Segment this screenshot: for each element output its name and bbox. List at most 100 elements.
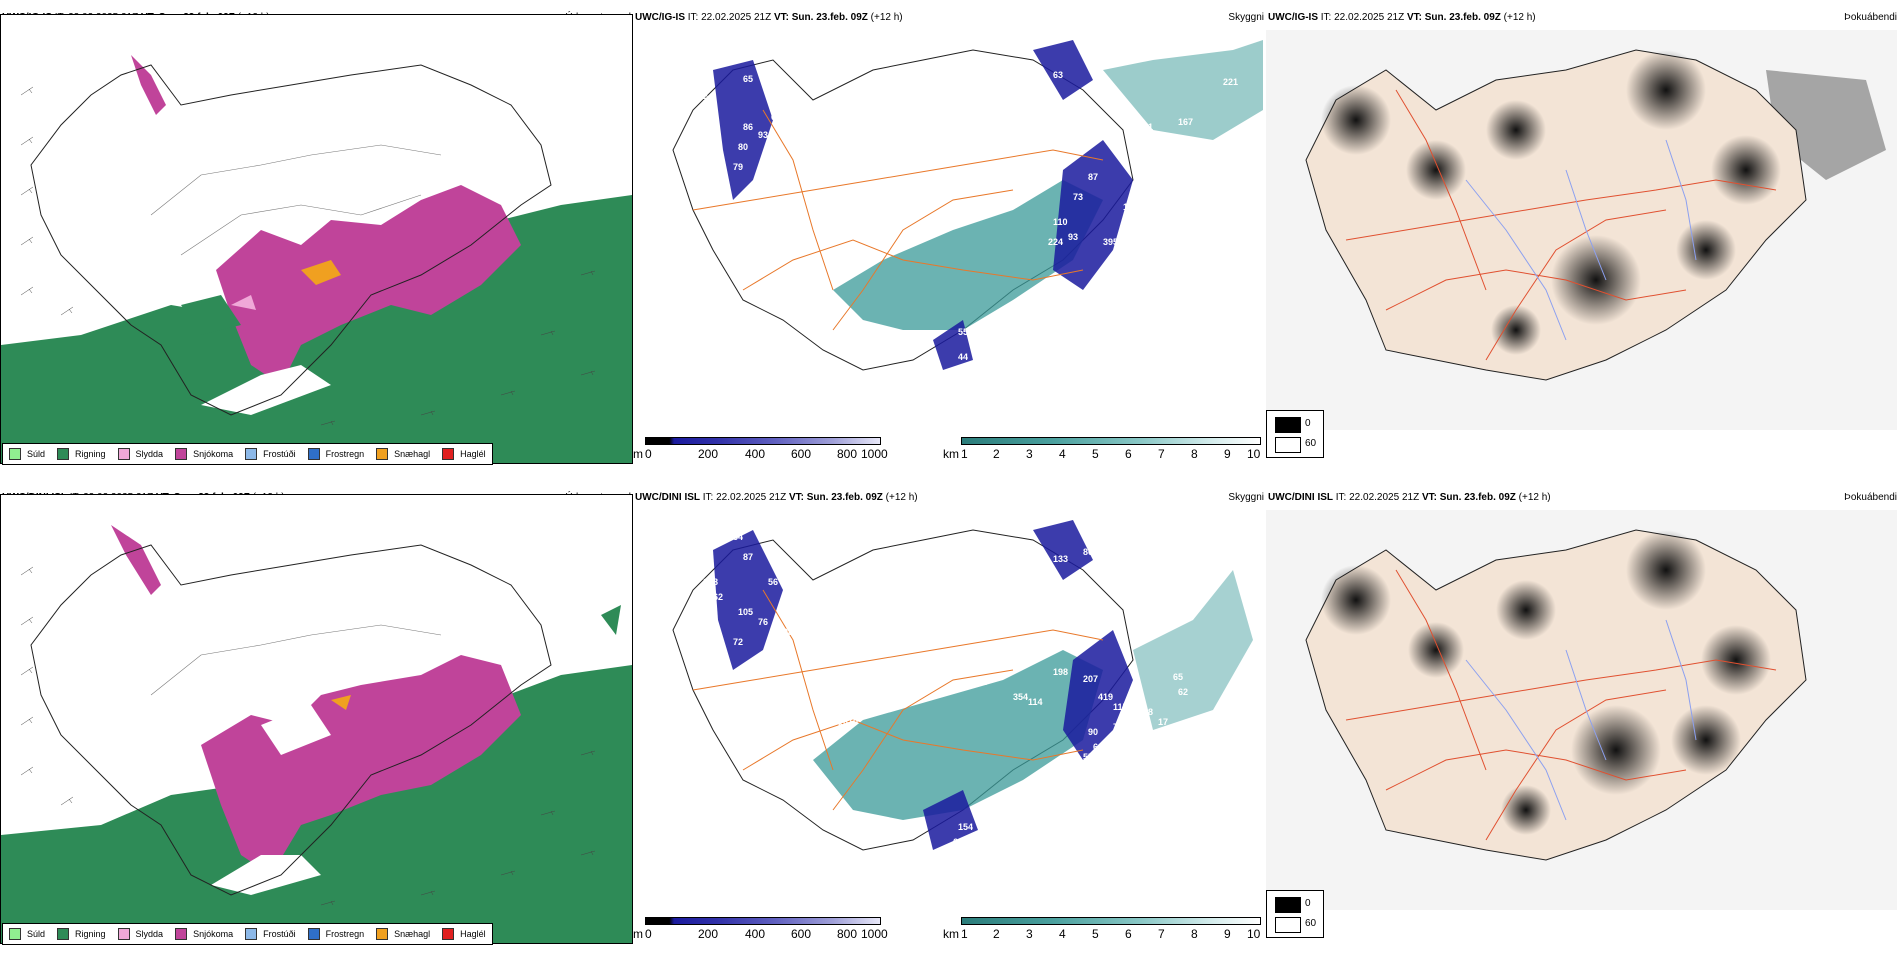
fog-map-svg [1266, 510, 1897, 910]
colorbar-km-tick: 7 [1158, 447, 1165, 461]
panel-header: UWC/DINI ISL IT: 22.02.2025 21Z VT: Sun.… [635, 490, 1264, 506]
visibility-value-label: 53 [703, 94, 713, 104]
visibility-value-label: 88 [1143, 707, 1153, 717]
colorbar-km-tick: 10 [1247, 927, 1261, 941]
colorbar-km-tick: 8 [1191, 447, 1198, 461]
colorbar-m-gradient [645, 437, 881, 445]
vt-value: Sun. 23.feb. 09Z [791, 12, 868, 23]
visibility-value-label: 154 [728, 532, 743, 542]
visibility-value-label: 93 [1068, 232, 1078, 242]
lead-time: (+12 h) [1503, 12, 1536, 23]
lead-time: (+12 h) [870, 12, 903, 23]
colorbar-m-tick: 400 [745, 927, 766, 941]
visibility-value-label: 157 [998, 807, 1013, 817]
visibility-value-label: 395 [1103, 237, 1118, 247]
precip-legend: Súld Rigning Slydda Snjókoma Frostúði Fr… [2, 443, 493, 465]
colorbar-m: m 0 200 400 600 800 1000 [633, 433, 888, 463]
visibility-value-label: 62 [1178, 687, 1188, 697]
row1-fog-panel: UWC/IG-IS IT: 22.02.2025 21Z VT: Sun. 23… [1266, 0, 1899, 475]
colorbar-km-tick: 10 [1247, 447, 1261, 461]
visibility-value-label: 399 [858, 702, 873, 712]
visibility-value-label: 55 [1083, 752, 1093, 762]
visibility-value-label: 87 [1088, 172, 1098, 182]
visibility-map: 154 87 158 62 56 105 76 98 72 78 116 34 98 133 80 98 71 4… [633, 510, 1264, 910]
row2-fog-panel: UWC/DINI ISL IT: 22.02.2025 21Z VT: Sun.… [1266, 480, 1899, 955]
legend-item-snow: Snjókoma [175, 448, 233, 460]
lead-time: (+12 h) [1518, 492, 1551, 503]
visibility-value-label: 39 [1088, 287, 1098, 297]
vt-label: VT: [788, 492, 804, 503]
fog-map-svg [1266, 30, 1897, 430]
colorbar-km-tick: 5 [1092, 447, 1099, 461]
visibility-value-label: 73 [1073, 192, 1083, 202]
fog-legend-white-swatch [1275, 437, 1301, 453]
visibility-value-label: 90 [1088, 727, 1098, 737]
colorbar-m-tick: 200 [698, 447, 719, 461]
visibility-value-label: 51 [768, 92, 778, 102]
colorbar-km: km 1 2 3 4 5 6 7 8 9 10 [943, 433, 1263, 463]
visibility-value-label: 86 [753, 182, 763, 192]
visibility-value-label: 64 [771, 112, 781, 122]
panel-header: UWC/IG-IS IT: 22.02.2025 21Z VT: Sun. 23… [1268, 10, 1897, 26]
visibility-value-label: 78 [753, 682, 763, 692]
panel-title: Skyggni [1228, 12, 1264, 23]
fog-map [1266, 30, 1897, 430]
visibility-value-label: 76 [758, 617, 768, 627]
colorbar-m-tick: 0 [645, 927, 652, 941]
visibility-value-label: 155 [1123, 202, 1138, 212]
colorbar-km-tick: 7 [1158, 927, 1165, 941]
visibility-value-label: 51 [1163, 272, 1173, 282]
legend-item-hail: Haglél [442, 928, 486, 940]
colorbar-km-tick: 9 [1224, 447, 1231, 461]
visibility-value-label: 46 [1103, 272, 1113, 282]
visibility-value-label: 354 [1013, 692, 1028, 702]
panel-header: UWC/DINI ISL IT: 22.02.2025 21Z VT: Sun.… [1268, 490, 1897, 506]
visibility-value-label: 53 [1003, 322, 1013, 332]
visibility-value-label: 50 [1178, 237, 1188, 247]
visibility-value-label: 57 [1168, 202, 1178, 212]
colorbar-km-tick: 5 [1092, 927, 1099, 941]
visibility-value-label: 455 [973, 677, 988, 687]
visibility-value-label: 158 [703, 577, 718, 587]
colorbar-m-tick: 1000 [861, 447, 888, 461]
colorbar-m-tick: 0 [645, 447, 652, 461]
colorbar-m-tick: 600 [791, 447, 812, 461]
legend-item-rain: Rigning [57, 448, 106, 460]
visibility-value-label: 154 [958, 822, 973, 832]
visibility-value-label: 98 [783, 627, 793, 637]
colorbar-km-tick: 3 [1026, 927, 1033, 941]
vt-label: VT: [773, 12, 789, 23]
colorbar-m-tick: 1000 [861, 927, 888, 941]
panel-title: Þokuábendi [1844, 492, 1897, 503]
legend-item-hail: Haglél [442, 448, 486, 460]
visibility-map: 79 65 53 51 64 86 93 80 79 100 86 108 84 79 63 52 101 167… [633, 30, 1264, 430]
colorbar-m-tick: 800 [837, 447, 858, 461]
colorbar-km-tick: 2 [993, 927, 1000, 941]
it-label: IT: [687, 12, 699, 23]
visibility-value-label: 80 [738, 142, 748, 152]
vt-value: Sun. 23.feb. 09Z [1439, 492, 1516, 503]
row1-visibility-panel: UWC/IG-IS IT: 22.02.2025 21Z VT: Sun. 23… [633, 0, 1266, 475]
colorbar-km-tick: 9 [1224, 927, 1231, 941]
visibility-value-label: 338 [1193, 142, 1208, 152]
row2-visibility-panel: UWC/DINI ISL IT: 22.02.2025 21Z VT: Sun.… [633, 480, 1266, 955]
colorbar-km-tick: 3 [1026, 447, 1033, 461]
visibility-value-label: 17 [1158, 717, 1168, 727]
lead-time: (+12 h) [885, 492, 918, 503]
visibility-value-label: 87 [743, 552, 753, 562]
legend-item-freezing-drizzle: Frostúði [245, 448, 296, 460]
visibility-value-label: 62 [1173, 257, 1183, 267]
precip-map-svg [1, 495, 632, 943]
colorbar-km-tick: 2 [993, 447, 1000, 461]
visibility-value-label: 44 [958, 352, 968, 362]
visibility-value-label: 610 [843, 717, 858, 727]
visibility-value-label: 115 [1113, 702, 1128, 712]
visibility-value-label: 78 [1113, 722, 1123, 732]
visibility-value-label: 24 [838, 722, 848, 732]
visibility-value-label: 34 [823, 587, 833, 597]
fog-legend-row1: 0 60 [1266, 410, 1324, 458]
colorbar-m: m 0 200 400 600 800 1000 [633, 913, 888, 943]
fog-legend-black-swatch [1275, 417, 1301, 433]
